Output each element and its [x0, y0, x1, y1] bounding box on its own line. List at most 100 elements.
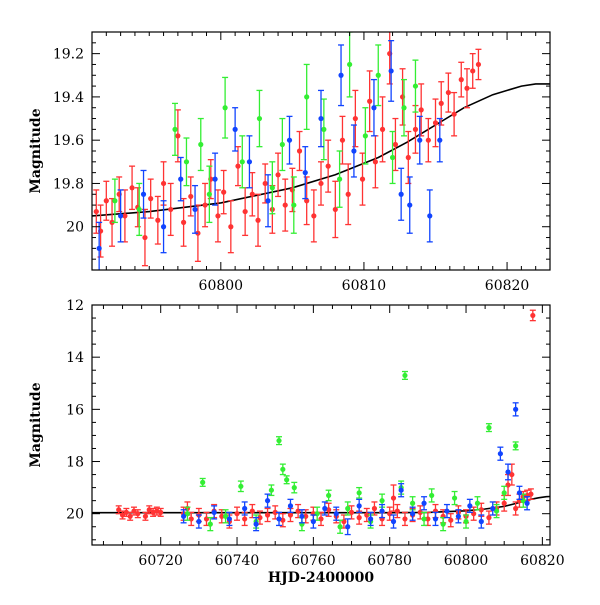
- data-point-red: [348, 509, 355, 515]
- data-point-red: [445, 89, 451, 96]
- data-point-blue: [276, 516, 282, 522]
- data-point-red: [509, 471, 515, 478]
- data-point-blue: [490, 505, 496, 512]
- data-point-red: [287, 512, 294, 518]
- y-tick-label: 20: [66, 220, 84, 236]
- data-point-red: [417, 509, 423, 515]
- axes: 60800 60810 60820 19.2 19.4 19.6 19.8 20 Magnitu…: [28, 31, 551, 294]
- data-point-red: [432, 120, 439, 126]
- data-point-green: [200, 479, 206, 485]
- data-point-red: [93, 208, 99, 215]
- data-point-red: [155, 217, 161, 223]
- data-point-green: [268, 487, 274, 493]
- data-point-red: [181, 219, 187, 225]
- data-point-blue: [211, 509, 217, 515]
- data-point-green: [389, 154, 396, 161]
- data-point-red: [402, 516, 408, 522]
- data-point-blue: [467, 503, 473, 509]
- data-point-blue: [265, 198, 271, 204]
- data-point-green: [347, 61, 353, 68]
- data-point-red: [530, 312, 536, 319]
- x-tick-label: 60800: [199, 278, 244, 294]
- data-point-red: [215, 213, 221, 219]
- data-point-red: [175, 133, 181, 139]
- data-point-red: [418, 107, 424, 113]
- data-point-red: [501, 500, 507, 506]
- data-point-red: [412, 126, 419, 132]
- data-point-blue: [410, 511, 416, 517]
- data-point-green: [206, 191, 212, 197]
- data-point-green: [412, 83, 419, 89]
- data-point-blue: [407, 202, 413, 208]
- data-point-blue: [398, 487, 404, 493]
- data-point-green: [276, 438, 282, 444]
- data-point-green: [112, 198, 118, 204]
- data-point-red: [311, 213, 317, 219]
- data-point-red: [425, 516, 431, 522]
- y-tick-label: 16: [66, 402, 84, 418]
- data-point-red: [219, 513, 225, 519]
- data-point-red: [318, 180, 324, 187]
- x-tick-label: 60800: [444, 553, 489, 569]
- series-blue: [96, 40, 443, 270]
- data-point-red: [394, 508, 400, 514]
- y-tick-label: 18: [66, 455, 84, 471]
- data-point-blue: [226, 516, 232, 522]
- data-point-blue: [388, 68, 394, 74]
- data-point-green: [356, 490, 362, 496]
- data-point-green: [345, 505, 351, 512]
- data-point-red: [425, 137, 431, 143]
- data-point-green: [486, 425, 492, 431]
- data-point-blue: [318, 115, 324, 122]
- data-point-blue: [140, 191, 147, 197]
- series-green: [184, 370, 527, 534]
- data-point-green: [291, 485, 297, 491]
- y-tick-label: 19.4: [53, 90, 84, 106]
- model-fit-curve: [92, 495, 550, 514]
- y-tick-label: 14: [66, 350, 84, 366]
- data-point-red: [390, 495, 397, 501]
- data-point-green: [337, 176, 343, 182]
- data-point-red: [451, 111, 457, 117]
- data-point-green: [401, 105, 407, 111]
- data-point-blue: [192, 206, 198, 213]
- data-point-blue: [118, 213, 124, 219]
- data-point-blue: [421, 500, 427, 506]
- data-point-red: [364, 512, 370, 518]
- data-point-green: [279, 141, 285, 148]
- data-point-blue: [356, 503, 362, 509]
- data-point-green: [256, 115, 263, 122]
- x-tick-label: 60740: [215, 553, 260, 569]
- data-point-blue: [390, 518, 397, 525]
- data-point-red: [528, 491, 534, 497]
- data-point-blue: [333, 511, 339, 517]
- x-tick-label: 60760: [291, 553, 336, 569]
- data-point-red: [249, 191, 255, 197]
- data-point-green: [362, 133, 368, 139]
- x-tick-label: 60810: [342, 278, 387, 294]
- data-point-red: [438, 100, 444, 106]
- data-point-blue: [242, 505, 248, 512]
- data-point-blue: [299, 513, 305, 519]
- data-point-red: [352, 115, 358, 122]
- data-point-red: [168, 206, 174, 213]
- data-point-green: [198, 141, 204, 148]
- data-point-green: [304, 94, 310, 100]
- data-point-blue: [371, 105, 377, 111]
- data-point-red: [405, 154, 411, 161]
- series-red: [115, 309, 536, 529]
- data-point-red: [448, 517, 454, 523]
- data-point-blue: [302, 170, 308, 176]
- data-point-red: [158, 509, 164, 515]
- data-point-red: [242, 516, 248, 522]
- data-point-blue: [160, 224, 167, 230]
- data-point-red: [345, 191, 351, 197]
- data-layer: [92, 309, 550, 536]
- data-point-red: [296, 148, 303, 154]
- y-axis-title: Magnitude: [28, 108, 44, 193]
- data-point-red: [249, 508, 255, 514]
- data-point-blue: [96, 245, 102, 251]
- series-green: [111, 32, 419, 237]
